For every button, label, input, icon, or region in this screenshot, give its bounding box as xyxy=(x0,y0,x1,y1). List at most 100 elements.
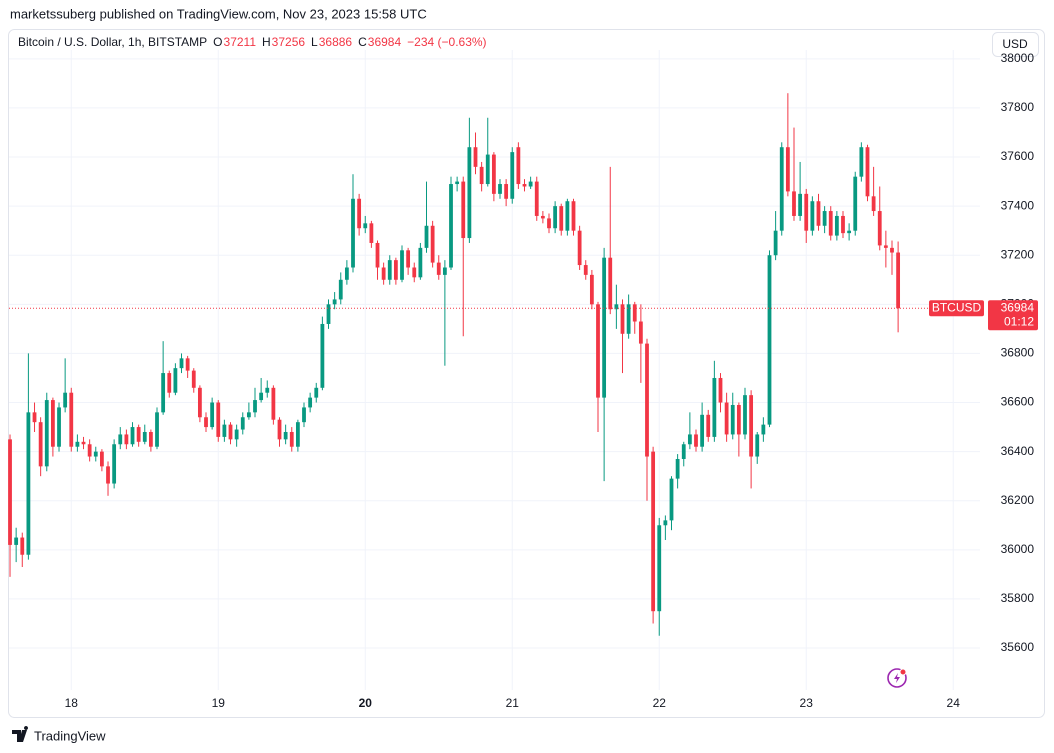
candle-body xyxy=(191,370,196,388)
candle-body xyxy=(400,250,404,280)
candle-body xyxy=(57,407,61,447)
candle-body xyxy=(681,444,686,459)
candle-body xyxy=(651,451,656,612)
candle-body xyxy=(357,198,362,229)
candle-body xyxy=(455,181,460,185)
legend-title: Bitcoin / U.S. Dollar, 1h, BITSTAMP xyxy=(18,35,207,49)
y-tick-label: 36400 xyxy=(1001,444,1035,458)
candle-body xyxy=(473,147,478,167)
candle-body xyxy=(657,525,662,612)
candle-body xyxy=(50,400,55,447)
candle-body xyxy=(743,395,747,435)
candle-body xyxy=(106,466,110,484)
candle-body xyxy=(185,358,190,371)
candle-body xyxy=(332,299,337,305)
candle-body xyxy=(632,304,637,322)
candle-body xyxy=(883,245,888,248)
candle-body xyxy=(240,417,245,430)
candle-body xyxy=(320,323,325,388)
panel-frame xyxy=(8,29,1045,718)
candle-body xyxy=(547,218,551,229)
candle-body xyxy=(351,198,355,268)
candle-body xyxy=(498,184,502,194)
candle-body xyxy=(204,417,208,428)
candle-body xyxy=(522,184,527,187)
candle-body xyxy=(792,191,796,216)
candle-body xyxy=(540,215,545,219)
legend-change: −234 (−0.63%) xyxy=(407,35,486,49)
candle-body xyxy=(571,201,576,231)
candle-body xyxy=(75,441,80,447)
candle-body xyxy=(853,176,858,231)
candle-body xyxy=(626,304,631,334)
candle-body xyxy=(289,431,294,447)
candle-body xyxy=(308,397,313,408)
candle-body xyxy=(38,422,43,467)
candle-body xyxy=(479,166,484,185)
candle-body xyxy=(314,387,319,398)
candle-body xyxy=(99,451,104,467)
candle-body xyxy=(804,193,809,231)
candle-body xyxy=(210,402,215,428)
candle-body xyxy=(234,429,239,440)
x-tick-label: 21 xyxy=(506,696,520,710)
candle-body xyxy=(834,215,839,236)
candle-body xyxy=(228,424,233,440)
candle-body xyxy=(810,201,815,231)
candle-body xyxy=(173,368,178,393)
candle-body xyxy=(755,434,760,457)
candle-body xyxy=(847,230,852,234)
legend-ohlc-key: H xyxy=(262,35,271,49)
lightning-icon[interactable] xyxy=(887,668,907,688)
candle-body xyxy=(246,412,251,418)
candle-body xyxy=(761,424,766,435)
candle-body xyxy=(461,181,466,239)
legend-ohlc-key: O xyxy=(213,35,222,49)
legend-ohlc-key: L xyxy=(311,35,318,49)
candle-body xyxy=(32,412,37,423)
candle-body xyxy=(338,279,343,300)
candle-body xyxy=(87,444,92,457)
candle-body xyxy=(687,434,692,445)
candle-body xyxy=(393,260,398,280)
y-tick-label: 37200 xyxy=(1001,247,1035,261)
candle-body xyxy=(381,267,386,280)
candle-body xyxy=(14,537,19,545)
candle-body xyxy=(424,225,429,248)
candle-body xyxy=(504,184,509,199)
candle-body xyxy=(436,262,441,275)
candle-body xyxy=(179,358,184,369)
legend-ohlc-value: 36886 xyxy=(319,35,353,49)
published-line: marketssuberg published on TradingView.c… xyxy=(10,6,427,21)
candle-body xyxy=(491,154,496,194)
candle-body xyxy=(822,211,827,226)
candle-body xyxy=(302,407,306,423)
candle-body xyxy=(608,257,613,310)
x-tick-label: 24 xyxy=(947,696,961,710)
y-tick-label: 36000 xyxy=(1001,542,1035,556)
candle-body xyxy=(577,230,582,266)
y-tick-label: 36600 xyxy=(1001,395,1035,409)
brand-logo xyxy=(12,726,29,742)
candle-body xyxy=(565,201,570,231)
currency-button[interactable] xyxy=(992,32,1039,57)
candle-body xyxy=(387,260,392,280)
candle-body xyxy=(406,250,411,268)
candle-body xyxy=(253,400,257,413)
candle-body xyxy=(663,520,668,526)
candle-body xyxy=(516,147,521,185)
legend-ohlc-value: 37256 xyxy=(272,35,306,49)
candle-body xyxy=(375,242,380,268)
candle-body xyxy=(69,392,74,447)
candle-body xyxy=(167,373,172,393)
x-tick-label: 20 xyxy=(359,696,373,710)
brand-name: TradingView xyxy=(34,728,106,743)
candle-body xyxy=(26,412,31,555)
candle-body xyxy=(295,422,300,447)
candle-body xyxy=(553,206,558,229)
legend-ohlc-value: 37211 xyxy=(224,35,257,49)
candle-body xyxy=(271,387,276,420)
price-tag-box xyxy=(988,300,1038,331)
candle-body xyxy=(890,247,894,253)
candle-body xyxy=(412,267,417,278)
